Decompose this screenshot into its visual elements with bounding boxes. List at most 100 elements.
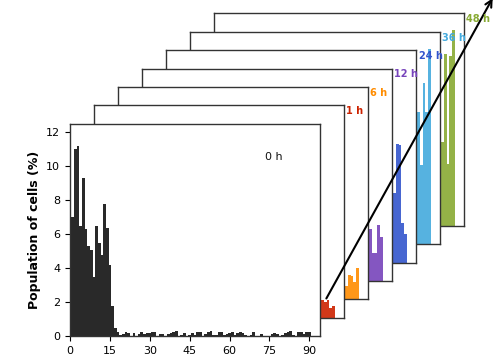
Bar <box>188 181 191 281</box>
Bar <box>316 268 319 299</box>
Bar <box>250 311 252 318</box>
Bar <box>207 227 210 281</box>
Bar <box>332 256 335 281</box>
Bar <box>244 167 247 244</box>
Bar <box>188 204 192 244</box>
Bar <box>258 303 260 318</box>
Bar <box>196 332 199 336</box>
Bar <box>103 204 106 336</box>
Bar <box>239 283 242 299</box>
Bar <box>218 304 220 318</box>
Bar <box>292 302 295 318</box>
Bar <box>88 246 90 336</box>
Y-axis label: Population of cells (%): Population of cells (%) <box>28 151 40 309</box>
Bar <box>266 182 268 226</box>
Bar <box>295 189 298 226</box>
Bar <box>260 174 263 226</box>
Bar <box>276 222 279 281</box>
Bar <box>223 228 226 281</box>
Bar <box>247 234 250 281</box>
Bar <box>247 201 250 244</box>
Bar <box>351 177 354 244</box>
Bar <box>311 270 314 299</box>
Bar <box>106 228 108 336</box>
Bar <box>407 200 410 226</box>
Bar <box>343 143 345 226</box>
Bar <box>204 283 207 299</box>
Bar <box>216 193 218 244</box>
Bar <box>284 253 287 281</box>
Bar <box>160 237 162 281</box>
Bar <box>290 206 292 244</box>
Bar <box>74 149 76 336</box>
Bar <box>298 214 300 263</box>
Bar <box>343 223 345 281</box>
Bar <box>324 263 327 299</box>
Bar <box>274 333 276 336</box>
Bar <box>159 310 162 318</box>
Bar <box>300 267 303 299</box>
Bar <box>327 223 330 263</box>
Bar <box>412 213 414 244</box>
Bar <box>300 332 302 336</box>
Bar <box>420 165 422 244</box>
Bar <box>316 247 319 281</box>
Bar <box>263 299 266 318</box>
Bar <box>239 332 242 336</box>
Bar <box>151 272 154 299</box>
Bar <box>172 228 175 299</box>
Bar <box>276 152 279 226</box>
Bar <box>330 280 332 299</box>
Bar <box>351 216 354 263</box>
Bar <box>143 334 146 336</box>
Bar <box>172 259 175 281</box>
Bar <box>268 273 271 299</box>
Bar <box>394 187 396 226</box>
Bar <box>324 225 327 263</box>
Bar <box>314 284 316 299</box>
Bar <box>82 178 84 336</box>
Bar <box>120 283 122 299</box>
Bar <box>314 304 316 318</box>
Bar <box>252 210 255 244</box>
Bar <box>183 285 186 299</box>
Bar <box>282 311 284 318</box>
Bar <box>282 252 284 281</box>
Bar <box>370 173 372 226</box>
Bar <box>175 235 178 299</box>
Bar <box>210 194 212 244</box>
Bar <box>218 215 220 263</box>
Bar <box>234 262 236 299</box>
Bar <box>348 224 351 263</box>
Bar <box>191 230 194 281</box>
Bar <box>303 276 306 299</box>
Bar <box>274 265 276 299</box>
Bar <box>116 271 119 299</box>
Bar <box>308 298 311 318</box>
Bar <box>316 175 319 244</box>
Bar <box>154 279 156 299</box>
Bar <box>396 201 399 244</box>
Bar <box>426 139 428 226</box>
Bar <box>418 184 420 226</box>
Bar <box>244 278 247 299</box>
Bar <box>156 275 159 299</box>
Bar <box>370 236 372 263</box>
Bar <box>226 290 228 299</box>
Bar <box>322 157 324 226</box>
Bar <box>282 288 284 299</box>
Bar <box>164 194 167 299</box>
Bar <box>322 231 324 281</box>
Bar <box>180 243 183 281</box>
Bar <box>199 297 202 318</box>
Bar <box>292 143 295 226</box>
Bar <box>332 306 334 318</box>
Bar <box>170 198 172 263</box>
Bar <box>242 287 244 299</box>
Bar <box>284 333 287 336</box>
Bar <box>298 332 300 336</box>
Bar <box>250 184 252 226</box>
Bar <box>138 285 140 299</box>
Bar <box>194 216 196 244</box>
Bar <box>140 289 143 299</box>
